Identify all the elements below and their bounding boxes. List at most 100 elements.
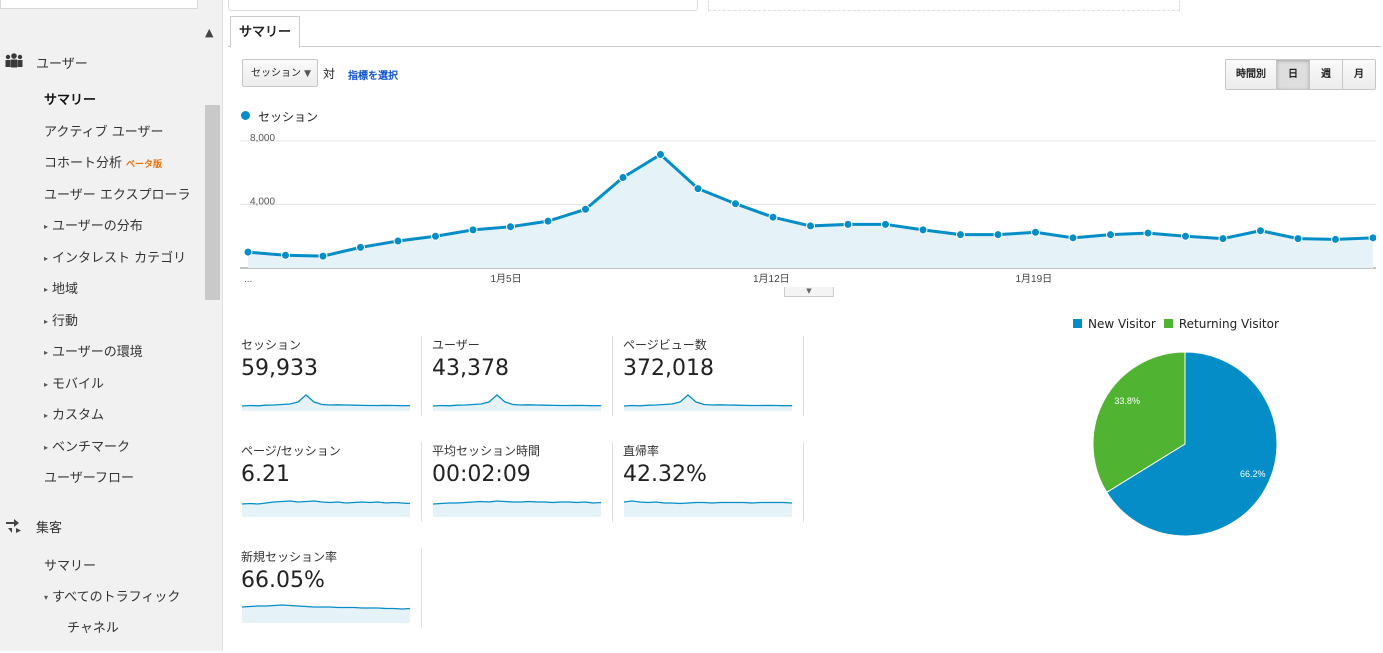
pie-legend: New Visitor Returning Visitor (1073, 317, 1279, 331)
sparkline-line (433, 500, 602, 505)
pie-legend-label: New Visitor (1088, 317, 1156, 331)
scorecard-label: 新規セッション率 (241, 550, 338, 564)
sparkline-line (624, 394, 793, 407)
data-point (1181, 231, 1190, 241)
scorecard-value: 66.05% (241, 568, 325, 593)
period-button-2[interactable]: 週 (1310, 60, 1343, 89)
data-point (318, 251, 328, 261)
expand-caret-icon: ▸ (44, 442, 49, 452)
scorecard[interactable]: 直帰率 42.32% (623, 442, 804, 547)
sidebar-item-users-2[interactable]: コホート分析 ベータ版 (44, 152, 162, 171)
sidebar-item-users-3[interactable]: ユーザー エクスプローラ (44, 184, 190, 203)
legend-swatch (1073, 319, 1082, 328)
tab-divider (228, 46, 1381, 47)
x-tick-label: 1月5日 (491, 273, 522, 285)
sidebar-item-users-8[interactable]: ▸ ユーザーの環境 (44, 341, 143, 360)
period-toggle-group: 時間別日週月 (1225, 59, 1376, 90)
sparkline-area (624, 501, 792, 517)
tab-summary[interactable]: サマリー (230, 16, 300, 48)
select-metric-link[interactable]: 指標を選択 (348, 71, 398, 82)
period-button-0[interactable]: 時間別 (1226, 60, 1277, 89)
scorecard-value: 42.32% (623, 462, 707, 487)
scorecard[interactable]: セッション 59,933 (241, 336, 422, 441)
pie-slice (1106, 351, 1278, 537)
sidebar-item-label: サマリー (44, 93, 97, 108)
sparkline-line (242, 394, 411, 407)
sidebar-item-label: モバイル (52, 376, 105, 392)
scorecard-divider (612, 442, 613, 522)
period-button-1[interactable]: 日 (1277, 60, 1310, 89)
sidebar-search-box[interactable] (0, 0, 198, 9)
scorecard[interactable]: ユーザー 43,378 (432, 336, 613, 441)
scorecard-label: セッション (241, 338, 302, 352)
sidebar-item-users-9[interactable]: ▸ モバイル (44, 373, 104, 392)
sidebar-item-users-0[interactable]: サマリー (44, 89, 96, 108)
top-segment-box[interactable] (708, 0, 1180, 11)
sidebar-item-label: ユーザーの環境 (52, 345, 143, 360)
sessions-line-chart: 8,000 4,000... 1月5日 1月12日 1月19日 (240, 133, 1376, 285)
sidebar-item-users-11[interactable]: ▸ ベンチマーク (44, 436, 130, 455)
y-tick-label: 8,000 (250, 133, 275, 144)
sparkline-line (433, 394, 602, 407)
pie-legend-item[interactable]: Returning Visitor (1163, 317, 1279, 331)
expand-caret-icon: ▸ (44, 379, 49, 389)
data-point (1143, 228, 1153, 238)
data-point (1256, 226, 1265, 236)
sparkline-area (624, 395, 792, 411)
sidebar-item-users-6[interactable]: ▸ 地域 (44, 278, 78, 297)
sidebar-item-label: コホート分析 (44, 156, 123, 171)
sidebar-scrollbar[interactable] (205, 105, 220, 300)
acquisition-section-title[interactable]: 集客 (36, 521, 63, 536)
sidebar-item-acq-0[interactable]: サマリー (44, 555, 96, 574)
data-point (281, 250, 290, 260)
sidebar-item-label: 行動 (52, 313, 79, 329)
chart-expand-handle[interactable]: ▼ (784, 287, 834, 297)
sidebar-item-users-10[interactable]: ▸ カスタム (44, 404, 104, 423)
metric-dropdown[interactable]: セッション ▼ (242, 59, 318, 87)
pie-legend-item[interactable]: New Visitor (1073, 317, 1156, 331)
series-legend-dot (241, 111, 250, 120)
scorecard-divider (803, 442, 804, 522)
sparkline-area (433, 395, 601, 411)
scorecard[interactable]: ページビュー数 372,018 (623, 336, 804, 441)
scorecard-value: 6.21 (241, 462, 290, 487)
sparkline-line (242, 500, 411, 505)
sparkline-line (624, 500, 793, 505)
users-section-title[interactable]: ユーザー (36, 57, 88, 72)
scorecard-label: 直帰率 (623, 444, 660, 458)
users-section-header[interactable] (4, 52, 24, 72)
sidebar-item-label: アクティブ ユーザー (44, 124, 164, 140)
sidebar-item-label: 地域 (52, 282, 79, 297)
data-point (1331, 234, 1340, 244)
sparkline-area (242, 395, 410, 411)
expand-caret-icon: ▸ (44, 348, 49, 357)
sidebar-item-users-5[interactable]: ▸ インタレスト カテゴリ (44, 247, 186, 266)
scorecard[interactable]: ページ/セッション 6.21 (241, 442, 422, 547)
x-tick-label: 1月19日 (1016, 273, 1053, 285)
sparkline-area (242, 501, 410, 517)
collapse-up-icon[interactable]: ▲ (205, 26, 214, 39)
top-search-field[interactable] (228, 0, 698, 11)
scorecard-sparkline (624, 394, 793, 411)
sidebar-item-users-1[interactable]: アクティブ ユーザー (44, 121, 163, 140)
sidebar-item-label: ベンチマーク (52, 439, 131, 455)
pie-legend-label: Returning Visitor (1178, 317, 1279, 331)
sidebar-item-acq-1[interactable]: ▾ すべてのトラフィック (44, 586, 180, 605)
x-tick-label: ... (244, 274, 252, 285)
period-button-3[interactable]: 月 (1343, 60, 1375, 89)
scorecard[interactable]: 平均セッション時間 00:02:09 (432, 442, 613, 547)
acquisition-icon (4, 517, 24, 539)
data-point (918, 225, 928, 235)
scorecard-divider (421, 336, 422, 416)
sidebar-item-acq-2[interactable]: チャネル (67, 617, 119, 636)
scorecard-sparkline (433, 394, 602, 411)
sidebar-item-users-7[interactable]: ▸ 行動 (44, 310, 78, 329)
pie-data-label: 66.2% (1240, 469, 1266, 479)
sidebar-item-users-4[interactable]: ▸ ユーザーの分布 (44, 215, 143, 234)
scorecard[interactable]: 新規セッション率 66.05% (241, 548, 422, 653)
scorecard-sparkline (433, 500, 602, 517)
sidebar-item-users-12[interactable]: ユーザーフロー (44, 467, 134, 486)
sidebar-item-label: ユーザーフロー (44, 471, 134, 486)
scorecard-label: ユーザー (432, 338, 480, 352)
data-point (956, 230, 965, 240)
